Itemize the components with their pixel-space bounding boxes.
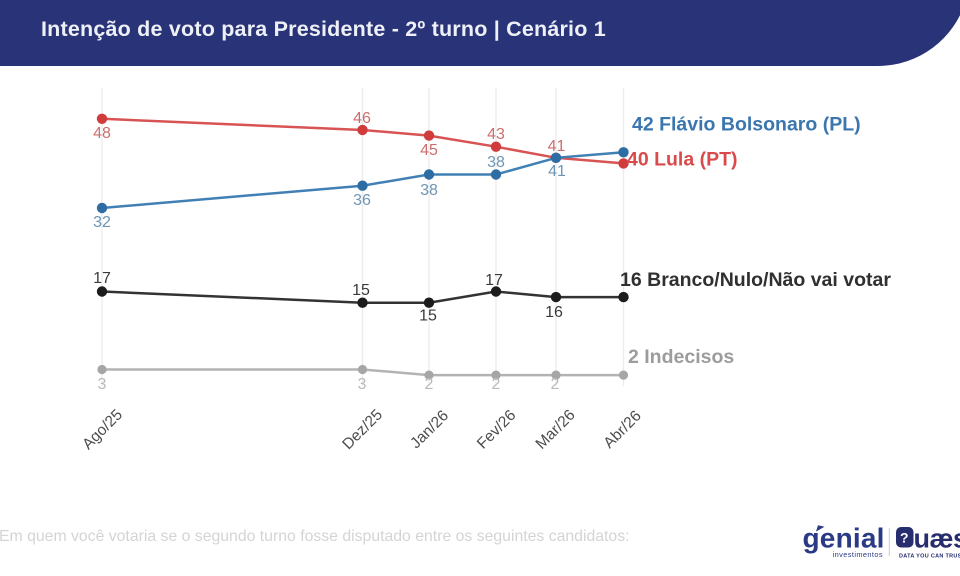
svg-text:46: 46: [353, 110, 371, 127]
svg-text:42 Flávio Bolsonaro (PL): 42 Flávio Bolsonaro (PL): [632, 114, 861, 136]
svg-text:3: 3: [98, 376, 107, 393]
svg-text:45: 45: [420, 142, 438, 159]
svg-text:17: 17: [485, 272, 503, 289]
svg-text:40 Lula (PT): 40 Lula (PT): [627, 149, 738, 171]
svg-text:2: 2: [551, 376, 560, 393]
svg-text:uæst: uæst: [914, 524, 960, 554]
svg-text:Abr/26: Abr/26: [600, 407, 644, 451]
svg-text:41: 41: [548, 138, 566, 155]
svg-text:41: 41: [548, 163, 566, 180]
svg-text:43: 43: [487, 126, 505, 143]
svg-text:15: 15: [352, 282, 370, 299]
svg-text:Fev/26: Fev/26: [474, 407, 520, 453]
svg-text:genial: genial: [803, 522, 885, 553]
svg-text:investimentos: investimentos: [833, 550, 883, 559]
svg-text:Mar/26: Mar/26: [533, 407, 579, 453]
svg-text:Ago/25: Ago/25: [79, 406, 126, 453]
svg-text:17: 17: [93, 270, 111, 287]
svg-text:?: ?: [900, 530, 909, 546]
svg-text:3: 3: [358, 376, 367, 393]
svg-text:15: 15: [419, 308, 437, 325]
svg-text:38: 38: [420, 182, 438, 199]
svg-text:Jan/26: Jan/26: [407, 407, 452, 452]
svg-text:2: 2: [425, 376, 434, 393]
svg-text:2: 2: [492, 376, 501, 393]
svg-text:2 Indecisos: 2 Indecisos: [628, 346, 734, 368]
svg-text:Dez/25: Dez/25: [339, 406, 386, 453]
svg-text:48: 48: [93, 125, 111, 142]
svg-text:16 Branco/Nulo/Não vai votar: 16 Branco/Nulo/Não vai votar: [620, 269, 891, 291]
svg-text:16: 16: [545, 304, 563, 321]
svg-text:36: 36: [353, 192, 371, 209]
svg-text:32: 32: [93, 214, 111, 231]
svg-text:DATA YOU CAN TRUST: DATA YOU CAN TRUST: [899, 554, 960, 560]
svg-text:38: 38: [487, 154, 505, 171]
